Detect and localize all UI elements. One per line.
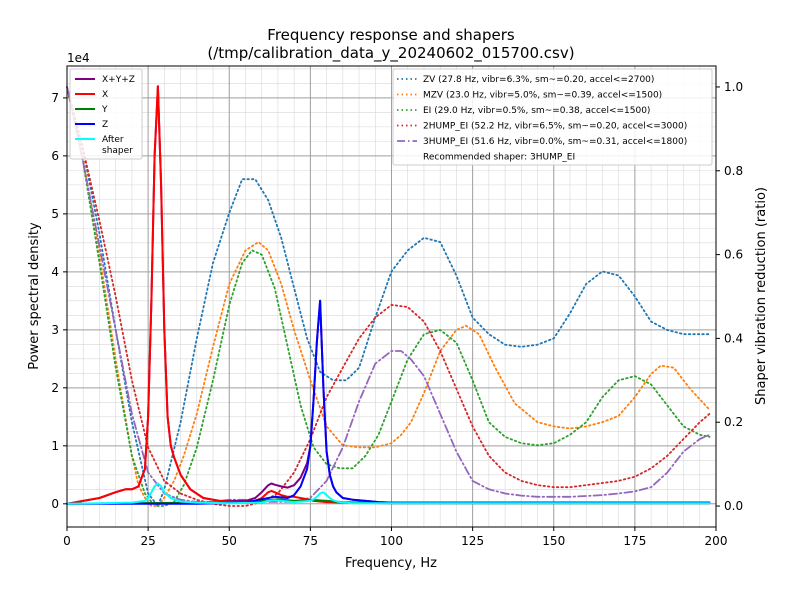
y-tick-label: 0 <box>51 497 59 511</box>
y-axis-label: Power spectral density <box>27 222 42 370</box>
series-line-after-shaper <box>66 482 711 505</box>
y2-tick-label: 0.0 <box>724 499 743 513</box>
series-line-ei <box>66 86 711 507</box>
y2-tick-label: 0.4 <box>724 331 743 345</box>
chart-title: Frequency response and shapers <box>267 26 515 44</box>
y2-tick-label: 0.8 <box>724 164 743 178</box>
x-tick-label: 125 <box>461 534 484 548</box>
series-line-mzv <box>66 86 711 507</box>
y-tick-label: 7 <box>51 91 59 105</box>
legend-label: X <box>102 90 108 100</box>
legend-right: ZV (27.8 Hz, vibr=6.3%, sm~=0.20, accel<… <box>392 68 713 166</box>
y2-tick-label: 0.6 <box>724 248 743 262</box>
y2-tick-label: 1.0 <box>724 80 743 94</box>
series-line-2hump-ei <box>66 86 711 507</box>
legend-label: shaper <box>102 146 133 156</box>
y-exponent-label: 1e4 <box>67 51 90 65</box>
y2-axis-label: Shaper vibration reduction (ratio) <box>754 187 769 405</box>
x-tick-label: 100 <box>380 534 403 548</box>
legend-label: 2HUMP_EI (52.2 Hz, vibr=6.5%, sm~=0.20, … <box>423 122 687 132</box>
series-line-3hump-ei <box>66 86 711 503</box>
x-tick-label: 0 <box>63 534 71 548</box>
x-axis-label: Frequency, Hz <box>345 556 437 571</box>
x-tick-label: 200 <box>705 534 728 548</box>
legend-label: MZV (23.0 Hz, vibr=5.0%, sm~=0.39, accel… <box>423 91 662 101</box>
legend-label: EI (29.0 Hz, vibr=0.5%, sm~=0.38, accel<… <box>423 106 650 116</box>
y-tick-label: 4 <box>51 265 59 279</box>
legend-right-box <box>392 68 713 166</box>
legend-label: ZV (27.8 Hz, vibr=6.3%, sm~=0.20, accel<… <box>423 75 654 85</box>
chart-subtitle: (/tmp/calibration_data_y_20240602_015700… <box>207 44 574 63</box>
y-tick-label: 5 <box>51 207 59 221</box>
x-tick-label: 50 <box>222 534 237 548</box>
y-tick-label: 2 <box>51 381 59 395</box>
legend-label: Z <box>102 120 108 130</box>
x-tick-label: 25 <box>140 534 155 548</box>
y-tick-label: 6 <box>51 149 59 163</box>
recommended-shaper-text: Recommended shaper: 3HUMP_EI <box>423 153 575 163</box>
x-tick-label: 150 <box>542 534 565 548</box>
legend-label: Y <box>101 105 108 115</box>
y-tick-label: 1 <box>51 439 59 453</box>
series-line-zv <box>66 86 711 507</box>
x-tick-label: 75 <box>303 534 318 548</box>
x-tick-label: 175 <box>623 534 646 548</box>
plot-series <box>66 85 711 507</box>
legend-left-box <box>69 68 143 160</box>
series-line-z <box>66 299 711 505</box>
axis-ticks: 0 25 50 75 100 125 150 175 200 0 1 2 3 4 5 6 7 0.0 0.2 0.4 0… <box>51 80 743 548</box>
legend-label: After <box>102 135 124 145</box>
legend-label: 3HUMP_EI (51.6 Hz, vibr=0.0%, sm~=0.31, … <box>423 137 687 147</box>
y-tick-label: 3 <box>51 323 59 337</box>
series-line-x <box>66 85 711 505</box>
legend-label: X+Y+Z <box>102 75 135 85</box>
y2-tick-label: 0.2 <box>724 415 743 429</box>
